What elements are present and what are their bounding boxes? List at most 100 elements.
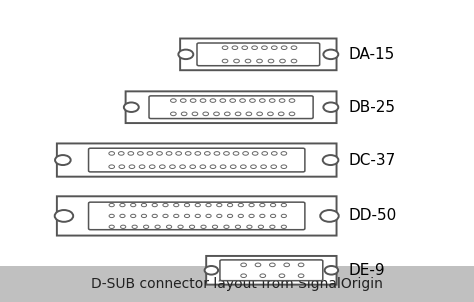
FancyBboxPatch shape bbox=[126, 91, 337, 123]
Circle shape bbox=[149, 165, 155, 169]
Circle shape bbox=[118, 152, 124, 155]
Circle shape bbox=[222, 46, 228, 50]
FancyBboxPatch shape bbox=[149, 96, 313, 119]
Circle shape bbox=[232, 46, 238, 50]
Circle shape bbox=[245, 59, 251, 63]
Circle shape bbox=[178, 225, 183, 229]
Circle shape bbox=[224, 225, 229, 229]
Circle shape bbox=[220, 165, 226, 169]
Circle shape bbox=[281, 46, 287, 50]
Circle shape bbox=[269, 99, 275, 102]
Circle shape bbox=[220, 99, 226, 102]
Text: DD-50: DD-50 bbox=[348, 208, 397, 223]
Circle shape bbox=[246, 112, 252, 116]
Circle shape bbox=[291, 46, 297, 50]
Circle shape bbox=[247, 225, 252, 229]
Circle shape bbox=[251, 165, 256, 169]
Circle shape bbox=[240, 99, 246, 102]
Circle shape bbox=[289, 99, 295, 102]
Circle shape bbox=[289, 112, 295, 116]
Circle shape bbox=[230, 99, 236, 102]
Circle shape bbox=[281, 204, 286, 207]
Circle shape bbox=[235, 112, 241, 116]
Circle shape bbox=[157, 152, 163, 155]
Circle shape bbox=[217, 204, 222, 207]
Circle shape bbox=[272, 46, 277, 50]
Circle shape bbox=[171, 99, 176, 102]
Circle shape bbox=[212, 225, 218, 229]
Circle shape bbox=[271, 204, 276, 207]
Circle shape bbox=[109, 214, 114, 217]
Circle shape bbox=[323, 102, 338, 112]
Circle shape bbox=[152, 214, 157, 217]
Circle shape bbox=[260, 204, 265, 207]
Circle shape bbox=[281, 152, 287, 155]
Circle shape bbox=[241, 263, 246, 267]
FancyBboxPatch shape bbox=[57, 196, 337, 236]
Circle shape bbox=[131, 214, 136, 217]
Circle shape bbox=[238, 214, 244, 217]
FancyBboxPatch shape bbox=[206, 256, 337, 284]
Circle shape bbox=[325, 266, 338, 275]
Circle shape bbox=[298, 274, 304, 278]
Circle shape bbox=[250, 99, 255, 102]
Circle shape bbox=[137, 152, 143, 155]
Circle shape bbox=[217, 214, 222, 217]
Text: D-SUB connector layout from SignalOrigin: D-SUB connector layout from SignalOrigin bbox=[91, 277, 383, 291]
Circle shape bbox=[260, 274, 265, 278]
Circle shape bbox=[257, 59, 263, 63]
Circle shape bbox=[120, 225, 126, 229]
Circle shape bbox=[163, 214, 168, 217]
Circle shape bbox=[278, 112, 284, 116]
Circle shape bbox=[206, 204, 211, 207]
Circle shape bbox=[271, 214, 276, 217]
Circle shape bbox=[255, 263, 261, 267]
Circle shape bbox=[180, 165, 185, 169]
Circle shape bbox=[261, 165, 266, 169]
Circle shape bbox=[184, 204, 190, 207]
Circle shape bbox=[109, 152, 115, 155]
Circle shape bbox=[166, 225, 172, 229]
Circle shape bbox=[323, 50, 338, 59]
Circle shape bbox=[176, 152, 182, 155]
Circle shape bbox=[279, 274, 285, 278]
Circle shape bbox=[206, 214, 211, 217]
Circle shape bbox=[195, 152, 201, 155]
Circle shape bbox=[234, 59, 239, 63]
Circle shape bbox=[147, 152, 153, 155]
Circle shape bbox=[181, 99, 186, 102]
Circle shape bbox=[262, 152, 267, 155]
Circle shape bbox=[252, 46, 257, 50]
FancyBboxPatch shape bbox=[0, 266, 474, 302]
Circle shape bbox=[210, 99, 216, 102]
FancyBboxPatch shape bbox=[89, 202, 305, 230]
Circle shape bbox=[190, 225, 195, 229]
FancyBboxPatch shape bbox=[220, 260, 323, 281]
Circle shape bbox=[225, 112, 230, 116]
Circle shape bbox=[163, 204, 168, 207]
Circle shape bbox=[190, 99, 196, 102]
Circle shape bbox=[152, 204, 157, 207]
Circle shape bbox=[259, 99, 265, 102]
Circle shape bbox=[284, 263, 290, 267]
Circle shape bbox=[240, 165, 246, 169]
Circle shape bbox=[173, 204, 179, 207]
Circle shape bbox=[120, 204, 125, 207]
Circle shape bbox=[184, 214, 190, 217]
Circle shape bbox=[129, 165, 135, 169]
Circle shape bbox=[260, 214, 265, 217]
Circle shape bbox=[128, 152, 134, 155]
Circle shape bbox=[155, 225, 160, 229]
Circle shape bbox=[291, 59, 297, 63]
Circle shape bbox=[241, 274, 246, 278]
Circle shape bbox=[272, 152, 277, 155]
Circle shape bbox=[243, 152, 248, 155]
Circle shape bbox=[195, 214, 201, 217]
Circle shape bbox=[171, 112, 176, 116]
Circle shape bbox=[270, 225, 275, 229]
Text: DE-9: DE-9 bbox=[348, 263, 385, 278]
Circle shape bbox=[249, 204, 254, 207]
Circle shape bbox=[238, 204, 244, 207]
Circle shape bbox=[195, 204, 201, 207]
Circle shape bbox=[210, 165, 216, 169]
